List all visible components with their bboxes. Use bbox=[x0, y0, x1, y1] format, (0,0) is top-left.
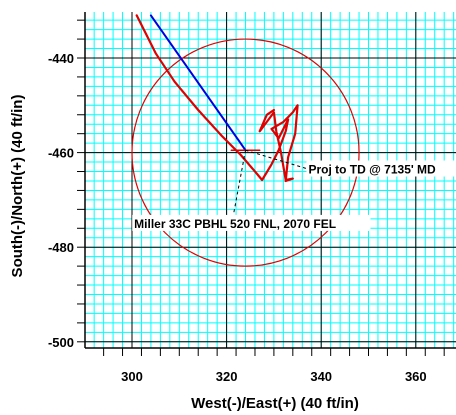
annotation-label-bg bbox=[306, 160, 456, 177]
series-line-actual bbox=[135, 14, 299, 183]
annotation-label-bg bbox=[132, 214, 371, 231]
y-tick-label: -500 bbox=[48, 335, 74, 350]
series-line-planned bbox=[149, 14, 247, 152]
y-axis-title: South(-)/North(+) (40 ft/in) bbox=[9, 95, 26, 278]
y-tick-label: -460 bbox=[48, 146, 74, 161]
x-tick-label: 340 bbox=[310, 369, 332, 384]
plot-background bbox=[85, 12, 456, 348]
x-axis-title: West(-)/East(+) (40 ft/in) bbox=[191, 395, 359, 412]
grid bbox=[85, 12, 456, 348]
x-tick-label: 320 bbox=[216, 369, 238, 384]
axes: 300 320 340 360 -500 -480 -460 -440 bbox=[48, 12, 456, 384]
annotation-leader bbox=[245, 149, 317, 172]
x-tick-label: 360 bbox=[405, 369, 427, 384]
annotations: Proj to TD @ 7135' MD Miller 33C PBHL 520… bbox=[132, 149, 456, 231]
data-layer bbox=[131, 14, 360, 267]
y-tick-label: -440 bbox=[48, 51, 74, 66]
x-tick-label: 300 bbox=[121, 369, 143, 384]
target-circle bbox=[131, 38, 360, 267]
y-tick-label: -480 bbox=[48, 240, 74, 255]
annotation-leader bbox=[230, 150, 247, 227]
annotation-label: Proj to TD @ 7135' MD bbox=[308, 163, 436, 177]
annotation-label: Miller 33C PBHL 520 FNL, 2070 FEL bbox=[134, 217, 336, 231]
